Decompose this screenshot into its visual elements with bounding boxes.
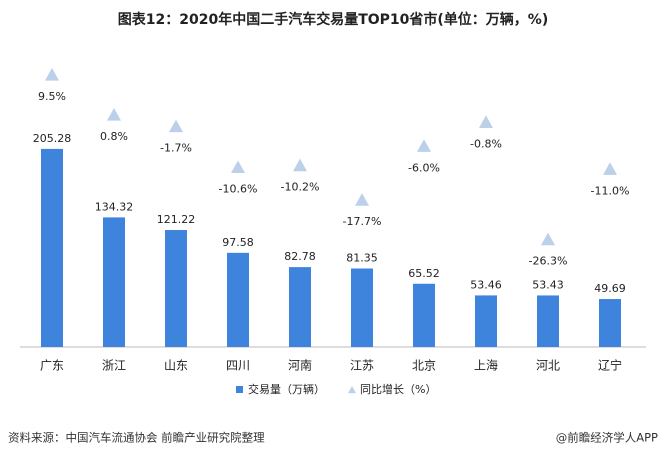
value-label: -0.8% (470, 137, 502, 150)
chart-title: 图表12：2020年中国二手汽车交易量TOP10省市(单位：万辆，%) (118, 11, 548, 28)
growth-marker (107, 108, 121, 121)
value-label: 205.28 (33, 132, 72, 145)
x-tick-label: 上海 (474, 358, 498, 373)
growth-marker (169, 119, 183, 133)
bar (475, 295, 497, 347)
x-tick-label: 北京 (412, 359, 436, 373)
source: 资料来源：中国汽车流通协会 前瞻产业研究院整理 (8, 431, 265, 445)
x-tick-label: 广东 (40, 359, 64, 373)
value-label: 134.32 (95, 200, 134, 213)
value-label: 49.69 (594, 282, 626, 295)
bar (289, 267, 311, 347)
x-tick-label: 浙江 (102, 359, 126, 373)
value-label: -6.0% (408, 161, 440, 174)
x-tick-label: 河南 (288, 358, 312, 373)
growth-marker (603, 162, 617, 175)
value-label: -10.2% (281, 181, 320, 194)
legend-swatch (348, 386, 356, 394)
value-label: 53.43 (532, 278, 564, 291)
value-label: 97.58 (222, 236, 254, 249)
legend-swatch (236, 386, 243, 393)
value-label: 82.78 (284, 250, 316, 263)
growth-marker (231, 160, 245, 174)
x-tick-label: 山东 (164, 359, 188, 373)
value-label: 81.35 (346, 251, 378, 264)
bar (351, 268, 373, 347)
bar (41, 148, 63, 347)
growth-marker (417, 139, 431, 152)
bar (227, 252, 249, 347)
credit: @前瞻经济学人APP (556, 431, 658, 445)
legend-label: 交易量（万辆） (248, 382, 325, 396)
value-label: 53.46 (470, 278, 502, 291)
x-tick-label: 辽宁 (598, 358, 622, 373)
bar (103, 217, 125, 347)
growth-marker (45, 68, 59, 81)
growth-marker (541, 232, 555, 246)
growth-marker (355, 193, 369, 206)
x-tick-label: 四川 (226, 359, 250, 373)
value-label: -11.0% (591, 184, 630, 197)
bar (537, 295, 559, 347)
bar (599, 299, 621, 347)
value-label: -17.7% (343, 215, 382, 228)
value-label: -1.7% (160, 142, 192, 155)
value-label: 9.5% (38, 90, 66, 103)
value-label: -26.3% (529, 255, 568, 268)
value-label: 65.52 (408, 267, 440, 280)
value-label: 0.8% (100, 130, 128, 143)
growth-marker (293, 158, 307, 172)
value-label: -10.6% (219, 182, 258, 195)
growth-marker (479, 115, 493, 128)
bar (413, 283, 435, 347)
legend-label: 同比增长（%） (360, 382, 436, 396)
x-tick-label: 河北 (536, 359, 560, 373)
bar (165, 230, 187, 347)
value-label: 121.22 (157, 213, 196, 226)
x-tick-label: 江苏 (350, 359, 374, 373)
